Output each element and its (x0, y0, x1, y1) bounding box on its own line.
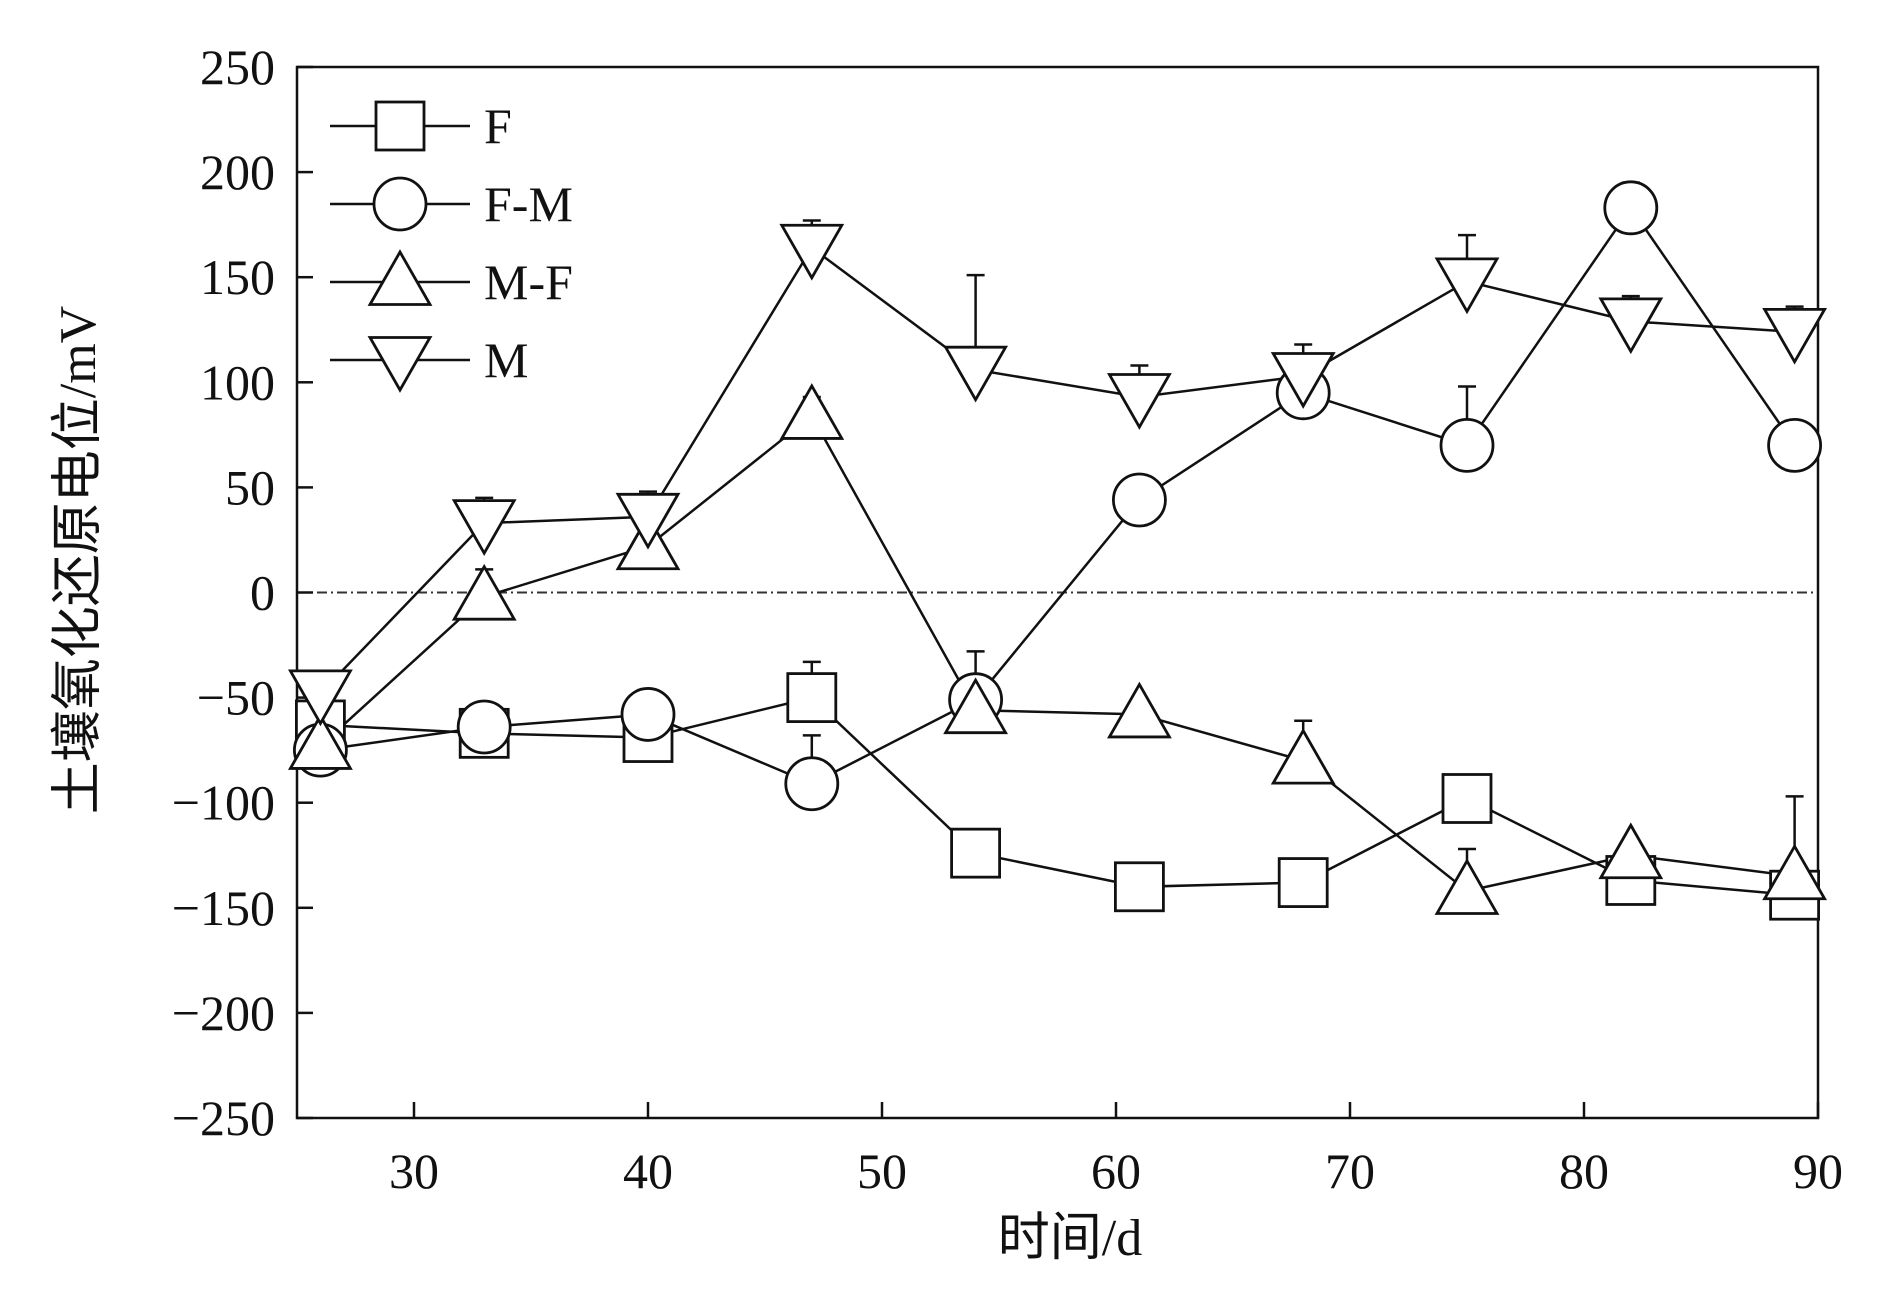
legend-marker-m-f (367, 249, 433, 306)
point-f-m (784, 756, 840, 812)
x-axis-title: 时间/d (998, 1210, 1142, 1267)
series-line-m-f (319, 414, 1795, 893)
point-m-f (1762, 843, 1828, 901)
y-tick-label: 200 (200, 144, 275, 200)
y-tick-label: 50 (225, 459, 275, 515)
point-f-m (620, 687, 676, 742)
point-f-m (1767, 417, 1822, 473)
y-tick-label: −150 (172, 880, 275, 936)
y-tick-label: 0 (250, 565, 275, 621)
y-tick-label: −200 (172, 985, 275, 1041)
y-tick-label: 250 (200, 39, 275, 95)
point-m (943, 345, 1009, 403)
point-m (779, 223, 845, 281)
point-f-m (1603, 180, 1659, 236)
x-tick-label: 40 (623, 1143, 673, 1199)
legend-marker-m (367, 336, 433, 393)
legend-label-f-m: F-M (484, 176, 573, 232)
y-tick-label: 150 (200, 249, 275, 305)
legend-label-m-f: M-F (484, 254, 573, 310)
legend-marker-f (374, 100, 426, 152)
point-m-f (943, 677, 1009, 735)
point-m (1106, 373, 1172, 430)
point-f (950, 827, 1001, 879)
point-f-m (1112, 472, 1167, 528)
series-line-m (319, 245, 1795, 695)
x-tick-label: 90 (1793, 1143, 1843, 1199)
point-m (1762, 307, 1828, 365)
legend-label-f: F (484, 98, 512, 154)
y-tick-label: −50 (197, 670, 275, 726)
point-m (1598, 297, 1664, 355)
series-line-f (320, 696, 1795, 897)
y-tick-label: −100 (172, 775, 275, 831)
x-tick-label: 30 (389, 1143, 439, 1199)
point-m-f (1270, 727, 1336, 785)
point-f (1277, 857, 1329, 908)
y-tick-label: −250 (172, 1090, 275, 1146)
point-m (287, 669, 353, 727)
point-m-f (1106, 681, 1172, 739)
point-m (1270, 352, 1336, 409)
point-m (615, 492, 681, 550)
x-tick-label: 50 (857, 1143, 907, 1199)
point-f-m (1439, 417, 1495, 473)
x-tick-label: 70 (1325, 1143, 1375, 1199)
point-f (1441, 773, 1493, 824)
point-m-f (287, 713, 353, 770)
point-f (1114, 861, 1165, 913)
point-m (1434, 257, 1500, 315)
legend-marker-f-m (372, 176, 428, 232)
y-tick-label: 100 (200, 354, 275, 410)
legend-label-m: M (484, 332, 528, 388)
point-m-f (1598, 822, 1664, 880)
point-f-m (456, 699, 512, 755)
point-m-f (779, 383, 845, 440)
y-axis-title: 土壤氧化还原电位/mV (50, 306, 107, 814)
point-m-f (451, 563, 517, 621)
point-f (786, 672, 838, 723)
series-line-f-m (320, 205, 1796, 786)
x-tick-label: 60 (1091, 1143, 1141, 1199)
x-tick-label: 80 (1559, 1143, 1609, 1199)
point-m (451, 499, 517, 556)
point-m-f (1434, 858, 1500, 915)
